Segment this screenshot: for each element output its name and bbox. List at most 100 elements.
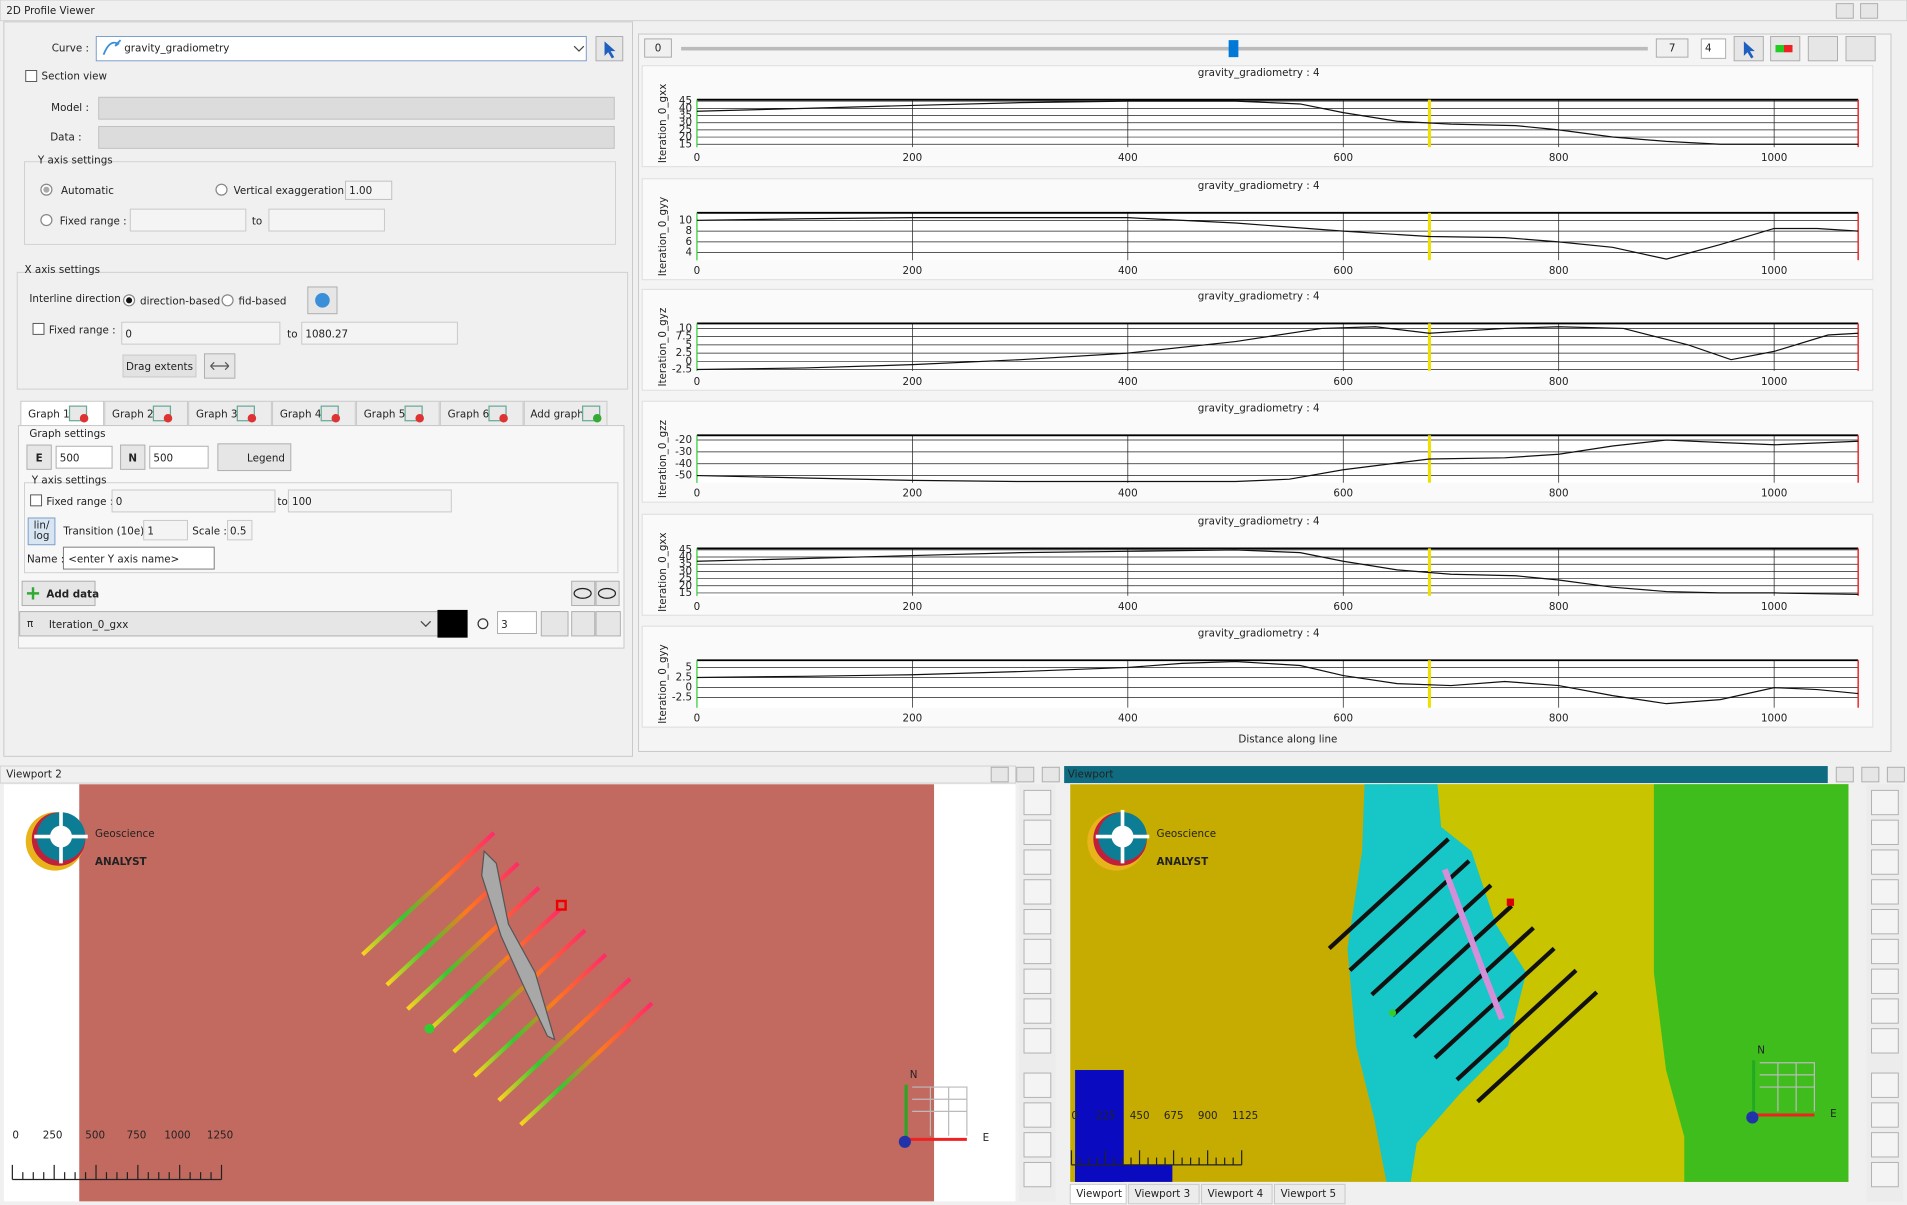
map-surface: [79, 784, 935, 1202]
tool-button[interactable]: [1023, 1028, 1052, 1054]
lin-log-button[interactable]: [27, 517, 56, 546]
tool-button[interactable]: [1871, 1102, 1899, 1128]
tool-button[interactable]: [1871, 998, 1899, 1024]
y-tick-label: 25: [679, 124, 692, 136]
radio-button[interactable]: [40, 214, 53, 227]
marker: [1506, 898, 1515, 906]
remove-button[interactable]: [595, 611, 621, 637]
tab[interactable]: [439, 400, 524, 427]
arrows-icon: [210, 361, 230, 371]
map-zone: [1653, 784, 1849, 1182]
style-button[interactable]: [540, 611, 569, 637]
logo-cross: [1095, 809, 1150, 864]
tool-button[interactable]: [1871, 968, 1899, 994]
tab-icon-badge: [415, 414, 424, 423]
label: to: [252, 215, 262, 227]
tool-button[interactable]: [1023, 849, 1052, 875]
tool-button[interactable]: [1023, 938, 1052, 965]
tab[interactable]: [355, 400, 440, 427]
toolbar-button[interactable]: [1845, 35, 1876, 62]
tool-button[interactable]: [1023, 789, 1052, 816]
show-button[interactable]: [571, 611, 596, 637]
window-button[interactable]: [1016, 766, 1035, 783]
add-data-button[interactable]: [21, 580, 96, 607]
tab-label: Graph 3: [196, 409, 238, 421]
y-tick-label: 15: [679, 587, 692, 599]
window-button[interactable]: [990, 766, 1009, 783]
legend-button[interactable]: [217, 443, 292, 472]
name-input[interactable]: [62, 546, 215, 570]
axis-label: N: [910, 1069, 918, 1081]
tool-button[interactable]: [1023, 998, 1052, 1024]
tab[interactable]: [104, 400, 188, 427]
tool-button[interactable]: [1871, 789, 1899, 816]
profile-line: [696, 549, 1859, 595]
tool-button[interactable]: [1023, 819, 1052, 845]
scale-label: 0: [12, 1130, 19, 1142]
e-button[interactable]: [26, 444, 52, 470]
tab-icon-badge: [592, 414, 602, 423]
tool-button[interactable]: [1023, 1102, 1052, 1128]
color-swatch[interactable]: [437, 609, 468, 638]
drag-extents-button[interactable]: [122, 354, 197, 378]
tool-button[interactable]: [1871, 1161, 1899, 1188]
slider-handle[interactable]: [1228, 40, 1239, 58]
window-button[interactable]: [1861, 766, 1880, 783]
profile-line: [696, 326, 1859, 371]
tool-button[interactable]: [1871, 1132, 1899, 1158]
window-button[interactable]: [1886, 766, 1905, 783]
body-trace: [1441, 868, 1505, 1021]
tool-button[interactable]: [1871, 938, 1899, 965]
checkbox[interactable]: [30, 494, 43, 507]
label: Curve :: [52, 43, 89, 55]
window-button[interactable]: [1041, 766, 1060, 783]
tool-button[interactable]: [1871, 879, 1899, 905]
tab-icon-badge: [499, 414, 508, 423]
tab[interactable]: [272, 400, 356, 427]
viewport-title: Viewport 2: [6, 769, 62, 781]
tab-label: Graph 2: [112, 409, 154, 421]
tab-label: Viewport 4: [1208, 1188, 1264, 1200]
tool-button[interactable]: [1023, 909, 1052, 935]
viewport-tab[interactable]: [1274, 1183, 1346, 1205]
x-tick-label: 200: [903, 713, 923, 725]
tool-button[interactable]: [1871, 1072, 1899, 1098]
window-button[interactable]: [1835, 3, 1854, 19]
checkbox[interactable]: [32, 322, 45, 335]
data-combo[interactable]: [19, 611, 439, 637]
viewport-tab[interactable]: [1069, 1183, 1127, 1205]
refresh-icon: [315, 293, 330, 308]
tab[interactable]: [188, 400, 272, 427]
viewport-tab[interactable]: [1201, 1183, 1273, 1205]
combo-disabled: [98, 125, 615, 149]
hide-button[interactable]: [595, 580, 620, 607]
scale-label: 750: [127, 1130, 147, 1142]
marker: [555, 899, 567, 911]
tool-button[interactable]: [1023, 1072, 1052, 1098]
window-button[interactable]: [1835, 766, 1854, 783]
toolbar-button[interactable]: [1807, 35, 1838, 62]
radio-button[interactable]: [221, 294, 234, 307]
slider-max-box: [1655, 38, 1689, 58]
tool-button[interactable]: [1871, 1028, 1899, 1054]
tool-button[interactable]: [1871, 819, 1899, 845]
n-button[interactable]: [120, 444, 146, 470]
x-tick-label: 1000: [1761, 265, 1787, 277]
input-value: 0: [116, 496, 123, 508]
tool-button[interactable]: [1023, 1132, 1052, 1158]
y-tick-label: -40: [675, 458, 692, 470]
y-tick-label: 8: [685, 225, 692, 237]
tool-button[interactable]: [1023, 1161, 1052, 1188]
window-button[interactable]: [1860, 3, 1879, 19]
curve-combo[interactable]: [95, 35, 587, 62]
tool-button[interactable]: [1871, 849, 1899, 875]
tool-button[interactable]: [1023, 879, 1052, 905]
tab[interactable]: [20, 400, 105, 427]
survey-line: [361, 831, 496, 957]
tool-button[interactable]: [1023, 968, 1052, 994]
radio-button[interactable]: [215, 183, 228, 196]
tool-button[interactable]: [1871, 909, 1899, 935]
show-button[interactable]: [571, 580, 596, 607]
checkbox[interactable]: [25, 70, 38, 82]
viewport-tab[interactable]: [1128, 1183, 1200, 1205]
